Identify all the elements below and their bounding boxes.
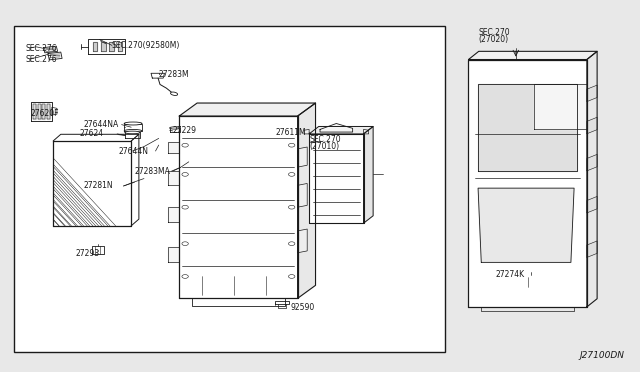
- Ellipse shape: [125, 131, 140, 134]
- Polygon shape: [88, 39, 125, 54]
- Polygon shape: [587, 154, 597, 171]
- Polygon shape: [364, 126, 373, 223]
- Polygon shape: [587, 51, 597, 307]
- Polygon shape: [587, 241, 597, 257]
- Polygon shape: [53, 141, 131, 226]
- Polygon shape: [168, 142, 179, 153]
- Polygon shape: [275, 301, 289, 304]
- Polygon shape: [298, 183, 307, 207]
- Ellipse shape: [124, 122, 142, 125]
- Polygon shape: [468, 60, 587, 307]
- Text: 27283M: 27283M: [159, 70, 189, 79]
- Polygon shape: [309, 134, 364, 223]
- Text: 27293: 27293: [76, 249, 100, 258]
- Text: 27644N: 27644N: [118, 147, 148, 155]
- Polygon shape: [298, 147, 307, 167]
- Text: SEC.270: SEC.270: [310, 135, 341, 144]
- Polygon shape: [44, 46, 58, 53]
- Polygon shape: [125, 132, 140, 138]
- Polygon shape: [168, 207, 179, 222]
- Text: 27281N: 27281N: [83, 182, 113, 190]
- Polygon shape: [48, 52, 62, 60]
- Polygon shape: [587, 196, 597, 213]
- Polygon shape: [170, 128, 180, 132]
- Polygon shape: [298, 103, 316, 298]
- Ellipse shape: [124, 129, 142, 132]
- Bar: [14, 26, 445, 352]
- Text: 27229: 27229: [173, 126, 197, 135]
- Polygon shape: [109, 42, 114, 51]
- Polygon shape: [534, 84, 587, 129]
- Polygon shape: [42, 104, 45, 119]
- Polygon shape: [168, 171, 179, 185]
- Polygon shape: [468, 51, 597, 60]
- Polygon shape: [168, 247, 179, 262]
- Polygon shape: [33, 104, 36, 119]
- Text: 27644NA: 27644NA: [83, 120, 118, 129]
- Text: SEC.270(92580M): SEC.270(92580M): [112, 41, 180, 50]
- Ellipse shape: [170, 92, 178, 96]
- Text: SEC.270: SEC.270: [479, 28, 510, 37]
- Polygon shape: [31, 102, 52, 121]
- Polygon shape: [304, 129, 309, 134]
- Polygon shape: [179, 103, 316, 116]
- Polygon shape: [93, 42, 97, 51]
- Polygon shape: [587, 85, 597, 102]
- Text: 27611M: 27611M: [275, 128, 306, 137]
- Text: (27020): (27020): [479, 35, 509, 44]
- Text: 27283MA: 27283MA: [134, 167, 170, 176]
- Text: 27274K: 27274K: [496, 270, 525, 279]
- Polygon shape: [478, 84, 577, 171]
- Text: 27624: 27624: [80, 129, 104, 138]
- Ellipse shape: [170, 127, 180, 129]
- Polygon shape: [124, 124, 142, 131]
- Polygon shape: [38, 104, 41, 119]
- Polygon shape: [587, 117, 597, 134]
- Polygon shape: [52, 108, 57, 115]
- Polygon shape: [101, 42, 106, 51]
- Text: J27100DN: J27100DN: [579, 351, 624, 360]
- Polygon shape: [92, 246, 104, 254]
- Polygon shape: [364, 129, 369, 134]
- Polygon shape: [478, 188, 574, 262]
- Polygon shape: [179, 116, 298, 298]
- Text: 27620F: 27620F: [30, 109, 59, 118]
- Polygon shape: [47, 104, 50, 119]
- Polygon shape: [151, 73, 164, 78]
- Text: SEC.276: SEC.276: [26, 55, 57, 64]
- Text: 92590: 92590: [291, 303, 315, 312]
- Polygon shape: [309, 126, 373, 134]
- Text: (27010): (27010): [310, 142, 340, 151]
- Polygon shape: [118, 42, 122, 51]
- Text: SEC.276: SEC.276: [26, 44, 57, 53]
- Polygon shape: [298, 229, 307, 253]
- Polygon shape: [320, 124, 353, 132]
